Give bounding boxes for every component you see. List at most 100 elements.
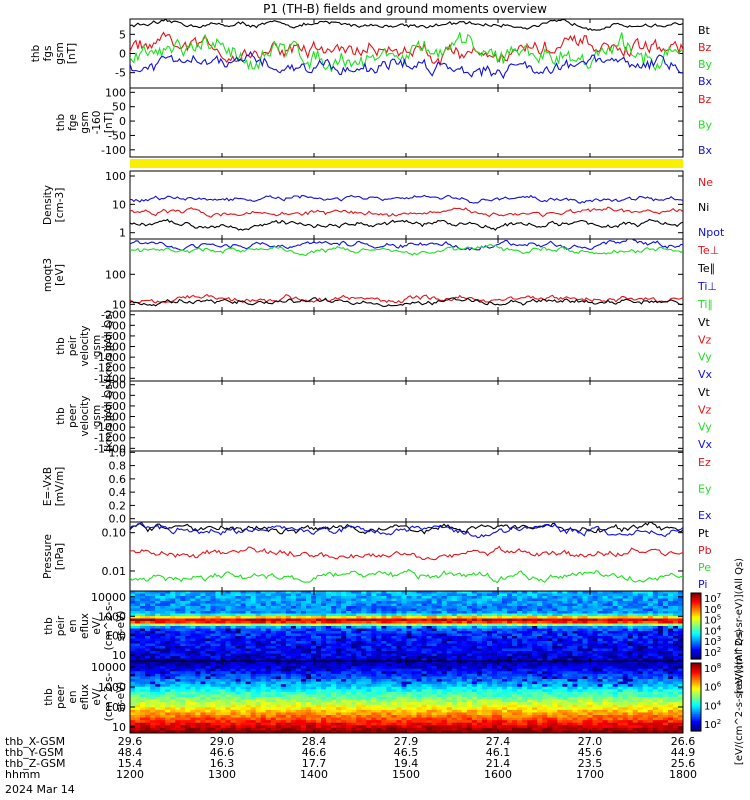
panel-frame <box>129 380 684 452</box>
legend-Pt: Pt <box>698 527 710 540</box>
y-axis-label: eV/ <box>91 617 103 635</box>
x-axis-labels: thb_X-GSM 29.6 29.0 28.4 27.9 27.4 27.0 26.6 thb… <box>5 735 697 781</box>
series-line-Npot <box>130 194 683 204</box>
y-axis-label: [nT] <box>103 112 115 133</box>
y-tick-label: 0 <box>119 115 126 128</box>
y-tick-label: -600 <box>101 330 126 343</box>
panel-peer_v: -200-400-600-800-1000-1200-1400 thb peer ve… <box>55 379 713 456</box>
y-tick-label: -600 <box>101 400 126 413</box>
y-axis-label: fge <box>67 114 79 131</box>
y-tick-label: -5 <box>115 67 126 80</box>
legend-Vt: Vt <box>698 316 711 329</box>
x-axis-row-label: thb_Z-GSM <box>5 757 65 770</box>
y-axis-label: eflux <box>79 613 91 639</box>
y-tick-label: 1000 <box>98 610 126 623</box>
x-axis-row-label: thb_Y-GSM <box>5 746 64 759</box>
legend-By: By <box>698 58 713 71</box>
y-tick-label: 1 <box>119 227 126 240</box>
x-tick-label: 16.3 <box>210 757 235 770</box>
legend-Npot: Npot <box>698 226 725 239</box>
y-axis-label: [eV] <box>54 264 66 286</box>
y-axis-label: thb <box>55 113 67 131</box>
x-tick-label: 46.6 <box>302 746 327 759</box>
series-line-Ne <box>130 206 683 218</box>
y-tick-label: 10 <box>112 721 126 734</box>
y-axis-label: [nT] <box>66 43 78 64</box>
x-tick-label: 46.1 <box>486 746 511 759</box>
y-tick-label: -200 <box>101 379 126 392</box>
y-tick-label: 10000 <box>91 661 126 674</box>
y-axis-label: thb <box>43 688 55 706</box>
y-tick-label: -50 <box>108 129 126 142</box>
y-axis-label: en <box>67 690 79 703</box>
x-tick-label: 44.9 <box>671 746 696 759</box>
y-tick-label: 100 <box>105 630 126 643</box>
panel-efield: 1.00.80.60.40.20.0 E=-VxB [mV/m] Ez Ey Ex <box>42 446 712 525</box>
y-tick-label: 0.6 <box>109 473 127 486</box>
x-tick-label: 15.4 <box>118 757 143 770</box>
y-axis-label: E=-VxB <box>42 467 54 506</box>
legend-Te⊥: Te⊥ <box>697 244 719 257</box>
y-axis-label: eflux <box>79 684 91 710</box>
y-axis-label: [cm-3] <box>54 188 66 223</box>
legend-Vx: Vx <box>698 368 713 381</box>
y-tick-label: -1000 <box>94 421 126 434</box>
y-axis-label: gsm <box>79 111 91 133</box>
y-tick-label: 10 <box>112 649 126 662</box>
series-line-Pi <box>130 522 683 539</box>
legend-Bx: Bx <box>698 144 713 157</box>
x-tick-label: 28.4 <box>302 735 327 748</box>
legend-Pe: Pe <box>698 561 711 574</box>
legend-Bx: Bx <box>698 75 713 88</box>
legend-Vy: Vy <box>698 351 712 364</box>
x-tick-label: 1300 <box>208 768 236 781</box>
y-axis-label: sr-eV) <box>115 611 127 642</box>
colorbar-title: [eV/(cm^2-s-sr-eV)](All Qs) <box>734 629 745 765</box>
legend-Vt: Vt <box>698 386 711 399</box>
y-axis-label: Density <box>42 185 54 225</box>
x-tick-label: 27.0 <box>578 735 603 748</box>
x-tick-label: 26.6 <box>671 735 696 748</box>
colorbar-tick-label: 106 <box>704 681 722 694</box>
legend-Ti⊥: Ti⊥ <box>697 280 717 293</box>
x-tick-label: 23.5 <box>578 757 603 770</box>
y-axis-label: gsm <box>91 405 103 427</box>
y-tick-label: -100 <box>101 144 126 157</box>
y-axis-label: eV/ <box>91 688 103 706</box>
mode-bar <box>130 159 683 168</box>
y-tick-label: 10000 <box>91 591 126 604</box>
x-tick-label: 1600 <box>484 768 512 781</box>
series-line-Pb <box>130 545 683 561</box>
x-tick-label: 45.6 <box>578 746 603 759</box>
y-axis-label: (cm^2-s- <box>103 672 115 721</box>
legend-Vx: Vx <box>698 438 713 451</box>
y-axis-label: (cm^2-s- <box>103 601 115 650</box>
y-axis-label: velocity <box>79 325 91 366</box>
y-tick-label: 100 <box>105 170 126 183</box>
y-axis-label: -160 <box>91 111 103 135</box>
y-axis-label: thb <box>43 617 55 635</box>
legend-Bz: Bz <box>698 93 712 106</box>
panel-frame <box>129 18 684 89</box>
y-tick-label: 1.0 <box>109 446 127 459</box>
y-axis-label: peir <box>67 335 79 356</box>
heatmap-peir_spec <box>130 591 683 661</box>
legend-Ni: Ni <box>698 201 709 214</box>
y-tick-label: 100 <box>105 86 126 99</box>
x-axis-row-label: hhmm <box>5 768 40 781</box>
y-axis-label: Pressure <box>42 534 54 579</box>
x-tick-label: 27.9 <box>394 735 419 748</box>
y-axis-label: gsm <box>54 42 66 64</box>
colorbar-tick-label: 102 <box>704 646 721 659</box>
panel-fgs: 5 0 -5 thb fgs gsm [nT] Bt Bz By Bx <box>30 18 713 89</box>
y-tick-label: -1400 <box>94 442 126 455</box>
panel-frame <box>129 87 684 158</box>
heatmap-peer_spec <box>130 661 683 733</box>
y-tick-label: 0.10 <box>102 527 127 540</box>
y-tick-label: 0.4 <box>109 486 127 499</box>
colorbar-tick-label: 104 <box>704 699 722 712</box>
y-tick-label: 0.0 <box>109 513 127 526</box>
y-tick-label: -400 <box>101 319 126 332</box>
